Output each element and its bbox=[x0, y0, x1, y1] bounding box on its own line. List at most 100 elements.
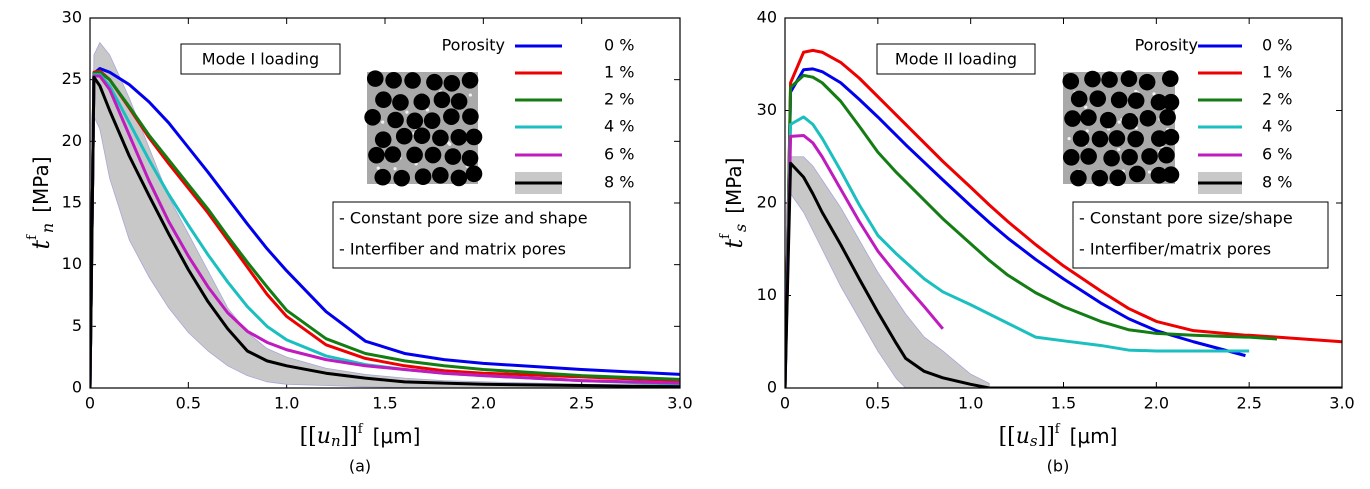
x-tick-label: 3.0 bbox=[1329, 394, 1354, 413]
fiber bbox=[426, 73, 443, 91]
notes-box bbox=[332, 201, 631, 269]
pore bbox=[1117, 147, 1121, 152]
y-tick-label: 30 bbox=[757, 100, 777, 119]
fiber bbox=[1162, 93, 1180, 111]
pore bbox=[405, 110, 409, 114]
pore bbox=[468, 93, 472, 97]
x-tick-label: 0.5 bbox=[865, 394, 890, 413]
fiber bbox=[444, 148, 462, 165]
y-tick-label: 30 bbox=[62, 8, 82, 27]
fiber bbox=[1162, 166, 1180, 184]
uncertainty-band bbox=[90, 41, 680, 388]
fiber bbox=[432, 129, 449, 147]
fiber bbox=[393, 169, 410, 187]
notes-box bbox=[1072, 201, 1329, 269]
data-line bbox=[90, 70, 680, 388]
legend-label: 0 % bbox=[1262, 36, 1292, 55]
plot-frame bbox=[784, 17, 1343, 389]
annotation-label: Mode I loading bbox=[202, 50, 319, 69]
fiber bbox=[423, 112, 441, 129]
x-tick-label: 0 bbox=[85, 394, 95, 413]
fiber bbox=[1127, 92, 1145, 109]
pore bbox=[446, 141, 451, 145]
fiber bbox=[1080, 148, 1097, 165]
pore bbox=[425, 108, 430, 112]
fiber bbox=[1161, 70, 1179, 87]
fiber bbox=[465, 165, 483, 183]
note-text: - Constant pore size and shape bbox=[339, 209, 588, 228]
fiber bbox=[392, 94, 409, 111]
x-tick-label: 1.0 bbox=[958, 394, 983, 413]
pore bbox=[376, 166, 380, 170]
legend-label: 2 % bbox=[1262, 90, 1292, 109]
y-label-sup: f bbox=[718, 233, 733, 239]
fiber bbox=[1062, 149, 1080, 166]
y-tick-label: 0 bbox=[767, 378, 777, 397]
fiber bbox=[1084, 70, 1101, 88]
fiber bbox=[368, 146, 385, 164]
fiber bbox=[384, 146, 402, 163]
y-tick-label: 20 bbox=[62, 131, 82, 150]
y-label-symbol: t bbox=[720, 238, 748, 248]
y-tick-label: 10 bbox=[62, 254, 82, 273]
x-label-close: ]] bbox=[341, 424, 358, 449]
legend-label: 4 % bbox=[604, 117, 634, 136]
fiber bbox=[450, 169, 468, 187]
fiber bbox=[1110, 91, 1128, 109]
y-axis-label: tfn [MPa] bbox=[25, 156, 57, 249]
y-tick-label: 10 bbox=[757, 285, 777, 304]
data-line bbox=[90, 67, 680, 388]
x-label-open: [[ bbox=[999, 424, 1016, 449]
legend-label: 6 % bbox=[604, 145, 634, 164]
fiber bbox=[443, 74, 461, 92]
y-tick-label: 0 bbox=[72, 378, 82, 397]
legend-label: 8 % bbox=[604, 173, 634, 192]
fiber bbox=[1070, 90, 1088, 108]
data-line bbox=[785, 161, 1342, 388]
fiber bbox=[1070, 169, 1087, 187]
x-label-symbol: u bbox=[317, 424, 331, 449]
legend-label: 2 % bbox=[604, 90, 634, 109]
fiber bbox=[1091, 130, 1109, 148]
fiber bbox=[1080, 109, 1097, 126]
fiber bbox=[1159, 108, 1176, 126]
fiber bbox=[406, 112, 424, 130]
plot-area bbox=[90, 41, 680, 388]
fiber bbox=[366, 70, 384, 87]
fiber bbox=[1128, 165, 1146, 183]
y-label-unit: [MPa] bbox=[722, 158, 746, 214]
fiber bbox=[1162, 128, 1180, 146]
fiber bbox=[385, 71, 402, 89]
data-line bbox=[785, 67, 1246, 388]
data-line bbox=[785, 73, 1278, 388]
x-tick-label: 1.5 bbox=[1051, 394, 1076, 413]
y-label-sub: s bbox=[731, 224, 750, 232]
note-text: - Constant pore size/shape bbox=[1079, 209, 1293, 228]
chart-panel: 0 10 20 30 40 0 0.5 1.0 1.5 2.0 2.5 3.0 Mode II load… bbox=[718, 8, 1355, 476]
fiber bbox=[1139, 109, 1157, 127]
legend-title: Porosity bbox=[1135, 36, 1198, 55]
fiber bbox=[1127, 130, 1144, 148]
microstructure-inset bbox=[1063, 72, 1175, 184]
fiber bbox=[433, 91, 451, 109]
y-label-sup: f bbox=[25, 234, 40, 240]
fiber bbox=[374, 131, 392, 148]
x-label-unit: [μm] bbox=[1070, 424, 1118, 448]
fiber bbox=[364, 108, 381, 126]
fiber bbox=[462, 108, 479, 125]
pore bbox=[1117, 120, 1121, 124]
fiber bbox=[1109, 169, 1127, 187]
x-tick-label: 2.0 bbox=[1144, 394, 1169, 413]
note-text: - Interfiber and matrix pores bbox=[339, 240, 566, 259]
fiber bbox=[1103, 149, 1120, 167]
y-tick-label: 25 bbox=[62, 69, 82, 88]
fiber bbox=[1158, 146, 1175, 164]
data-line bbox=[785, 48, 1342, 388]
fiber bbox=[1150, 93, 1168, 111]
legend-label: 1 % bbox=[1262, 63, 1292, 82]
y-label-symbol: t bbox=[27, 240, 55, 250]
pore bbox=[381, 120, 385, 124]
fiber bbox=[1138, 73, 1156, 91]
pore bbox=[1085, 129, 1089, 133]
x-label-unit: [μm] bbox=[373, 424, 421, 448]
